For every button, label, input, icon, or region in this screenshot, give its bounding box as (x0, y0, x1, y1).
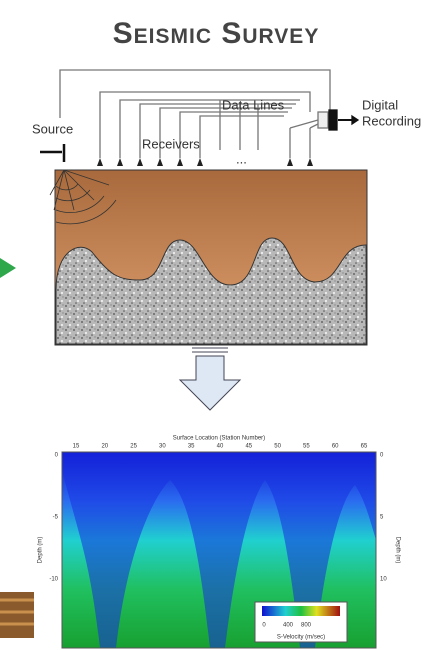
recording-label: Recording (362, 113, 421, 128)
x-tick-label: 20 (101, 444, 108, 450)
arrow-down (178, 347, 242, 411)
arrow-left (0, 258, 16, 278)
x-tick-label: 15 (73, 444, 80, 450)
y-tick-label: 10 (380, 577, 387, 583)
photo-fragment (0, 592, 34, 638)
x-tick-label: 30 (159, 444, 166, 450)
survey-diagram (40, 69, 360, 162)
x-tick-label: 55 (303, 444, 310, 450)
x-tick-label: 40 (217, 444, 224, 450)
legend-label: S-Velocity (m/sec) (277, 635, 325, 641)
y-tick-label: 5 (380, 515, 384, 521)
bedrock (55, 237, 367, 345)
x-tick-label: 65 (361, 444, 368, 450)
ellipsis: ... (236, 151, 247, 166)
x-tick-label: 60 (332, 444, 339, 450)
x-tick-label: 45 (245, 444, 252, 450)
x-tick-label: 25 (130, 444, 137, 450)
y-tick-label: -5 (53, 515, 59, 521)
legend-tick: 0 (262, 623, 266, 629)
y-label-right: Depth (m) (394, 537, 400, 564)
x-tick-label: 50 (274, 444, 281, 450)
x-tick-label: 35 (188, 444, 195, 450)
colorbar (262, 606, 340, 616)
receivers (97, 158, 313, 166)
y-tick-label: 0 (55, 453, 59, 459)
y-tick-label: -10 (49, 577, 58, 583)
legend-tick: 400 (283, 623, 294, 629)
wavefronts (49, 169, 117, 225)
velocity-section: S-Velocity (m/sec) Surface Location (Sta… (38, 436, 400, 649)
source-label: Source (32, 121, 73, 136)
y-tick-label: 0 (380, 453, 384, 459)
digital-label: Digital (362, 97, 398, 112)
legend-tick: 800 (301, 623, 312, 629)
title: Seismic Survey (113, 17, 320, 50)
receivers-label: Receivers (142, 136, 200, 151)
x-axis-label: Surface Location (Station Number) (173, 436, 265, 442)
y-label-left: Depth (m) (38, 537, 44, 564)
data-lines-label: Data Lines (222, 97, 285, 112)
